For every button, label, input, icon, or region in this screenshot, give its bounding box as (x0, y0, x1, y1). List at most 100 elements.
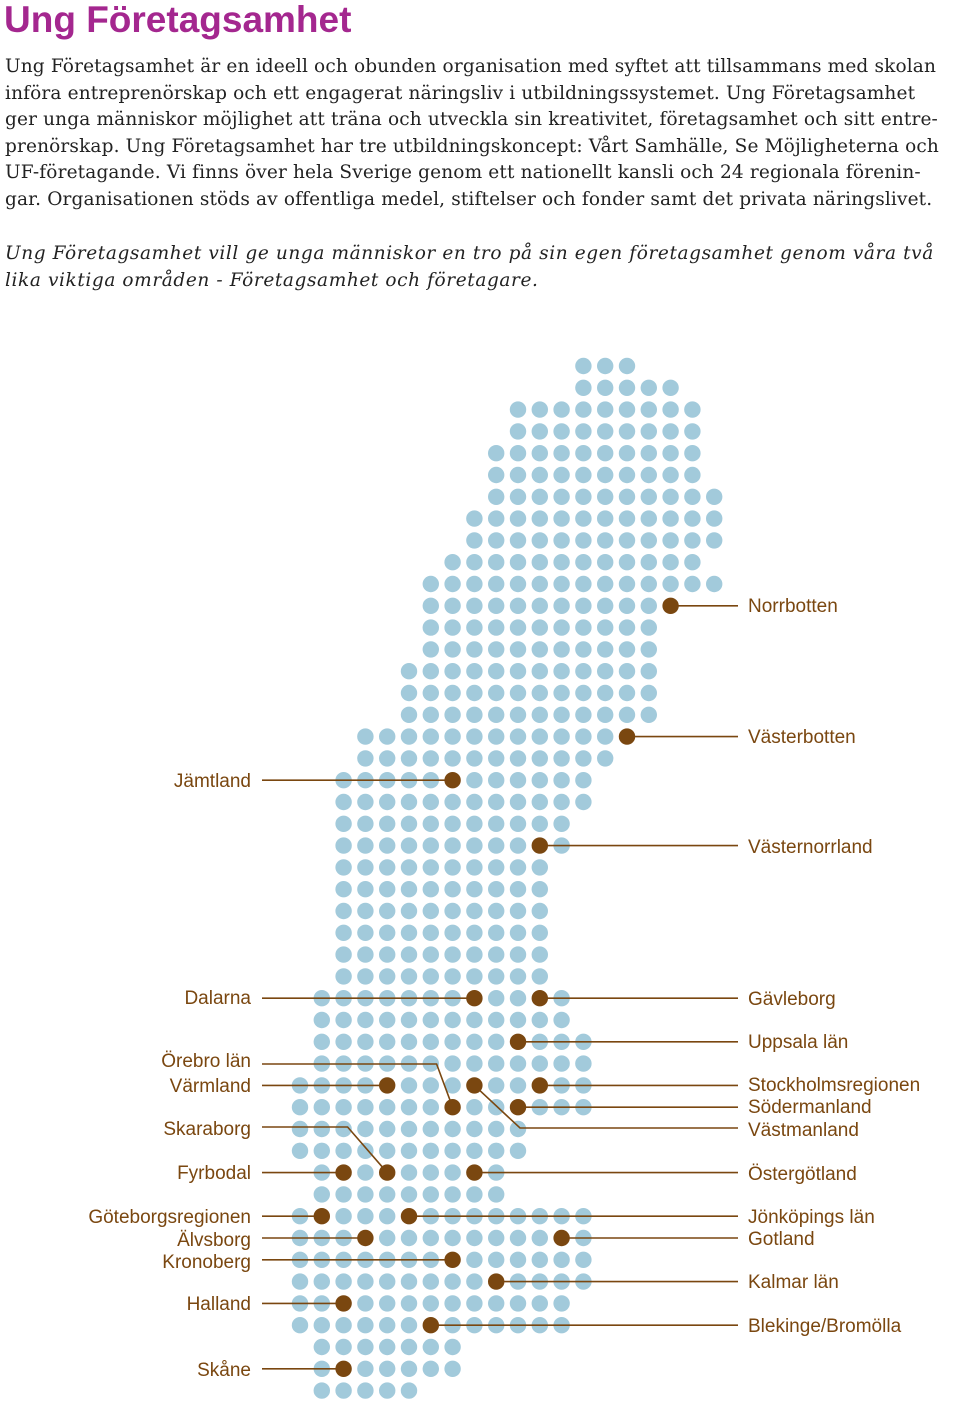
map-dot (509, 575, 527, 593)
map-dot (640, 423, 657, 440)
marker-uppsala (509, 1033, 527, 1051)
map-dot (466, 1099, 483, 1116)
map-dot (509, 837, 527, 854)
map-dot (618, 706, 636, 723)
map-dot (618, 466, 636, 484)
map-dot (466, 728, 483, 745)
map-dot (597, 510, 614, 527)
map-dot (466, 1142, 483, 1160)
map-dot (335, 1099, 352, 1116)
marker-skaraborg (379, 1164, 396, 1181)
map-dot (357, 968, 374, 985)
map-dot (422, 1164, 439, 1181)
map-dot (379, 902, 396, 920)
map-dot (684, 445, 701, 462)
map-dot (379, 881, 396, 898)
map-dot (597, 641, 614, 658)
map-dot (422, 1229, 439, 1247)
map-dot (597, 684, 614, 702)
map-dot (466, 1295, 483, 1312)
map-dot (531, 1011, 548, 1029)
map-dot (575, 488, 592, 505)
map-dot (466, 946, 483, 963)
map-dot (575, 1251, 592, 1269)
map-dot (575, 641, 592, 658)
map-dot (531, 924, 548, 941)
map-dot (466, 1033, 483, 1051)
map-dot (531, 1295, 548, 1312)
map-dot (466, 554, 483, 571)
map-dot (400, 663, 418, 680)
map-dot (597, 357, 614, 375)
map-dot (509, 750, 527, 767)
marker-ostergotland (466, 1164, 483, 1181)
map-dot (422, 815, 439, 832)
map-dot (357, 750, 374, 767)
map-dot (575, 619, 592, 636)
map-dot (488, 510, 505, 527)
map-dot (488, 1099, 505, 1116)
intro-line: ger unga människor möjlighet att träna o… (5, 109, 938, 131)
map-dot (553, 772, 570, 789)
map-dot (400, 881, 418, 898)
map-dot (597, 597, 614, 614)
label-dalarna: Dalarna (184, 988, 251, 1009)
map-dot (466, 575, 483, 593)
map-dot (444, 1077, 461, 1094)
map-dot (640, 488, 657, 505)
marker-skane (335, 1360, 352, 1378)
map-dot (466, 619, 483, 636)
map-dot (379, 1142, 396, 1160)
map-dot (466, 902, 483, 920)
map-dot (466, 510, 483, 527)
label-ostergotland: Östergötland (748, 1164, 857, 1185)
map-dot (684, 510, 701, 527)
label-uppsala: Uppsala län (748, 1032, 848, 1053)
map-dot (662, 401, 679, 418)
map-dot (357, 1317, 374, 1334)
map-dot (640, 597, 657, 614)
map-dot (444, 793, 461, 811)
map-dot (313, 1338, 330, 1356)
map-dot (400, 902, 418, 920)
map-dot (575, 510, 592, 527)
map-dot (509, 597, 527, 614)
map-dot (357, 1295, 374, 1312)
map-dot (575, 401, 592, 418)
label-jonkoping: Jönköpings län (748, 1207, 875, 1228)
map-dot (509, 968, 527, 985)
map-dot (466, 1229, 483, 1247)
map-dot (597, 423, 614, 440)
map-dot (509, 946, 527, 963)
map-dot (422, 1011, 439, 1029)
map-dot (357, 1033, 374, 1051)
map-dot (509, 445, 527, 462)
map-dot (488, 1229, 505, 1247)
map-dot (531, 445, 548, 462)
map-dot (575, 750, 592, 767)
map-dot (597, 619, 614, 636)
map-dot (466, 1120, 483, 1138)
map-dot (531, 750, 548, 767)
label-skaraborg: Skaraborg (163, 1119, 251, 1140)
map-dot (553, 510, 570, 527)
map-dot (422, 1360, 439, 1378)
map-dot (400, 968, 418, 985)
map-dot (553, 554, 570, 571)
map-dot (509, 1295, 527, 1312)
marker-jamtland (444, 772, 461, 789)
map-dot (379, 946, 396, 963)
map-dot (379, 1033, 396, 1051)
map-dot (531, 881, 548, 898)
map-dot (509, 423, 527, 440)
map-dot (488, 1186, 505, 1203)
map-dot (488, 1011, 505, 1029)
map-dot (313, 1382, 330, 1399)
label-alvsborg: Älvsborg (177, 1230, 251, 1251)
map-dot (313, 1099, 330, 1116)
map-dot (553, 532, 570, 549)
map-dot (488, 1055, 505, 1072)
map-dot (400, 837, 418, 854)
map-dot (444, 619, 461, 636)
map-dot (509, 532, 527, 549)
